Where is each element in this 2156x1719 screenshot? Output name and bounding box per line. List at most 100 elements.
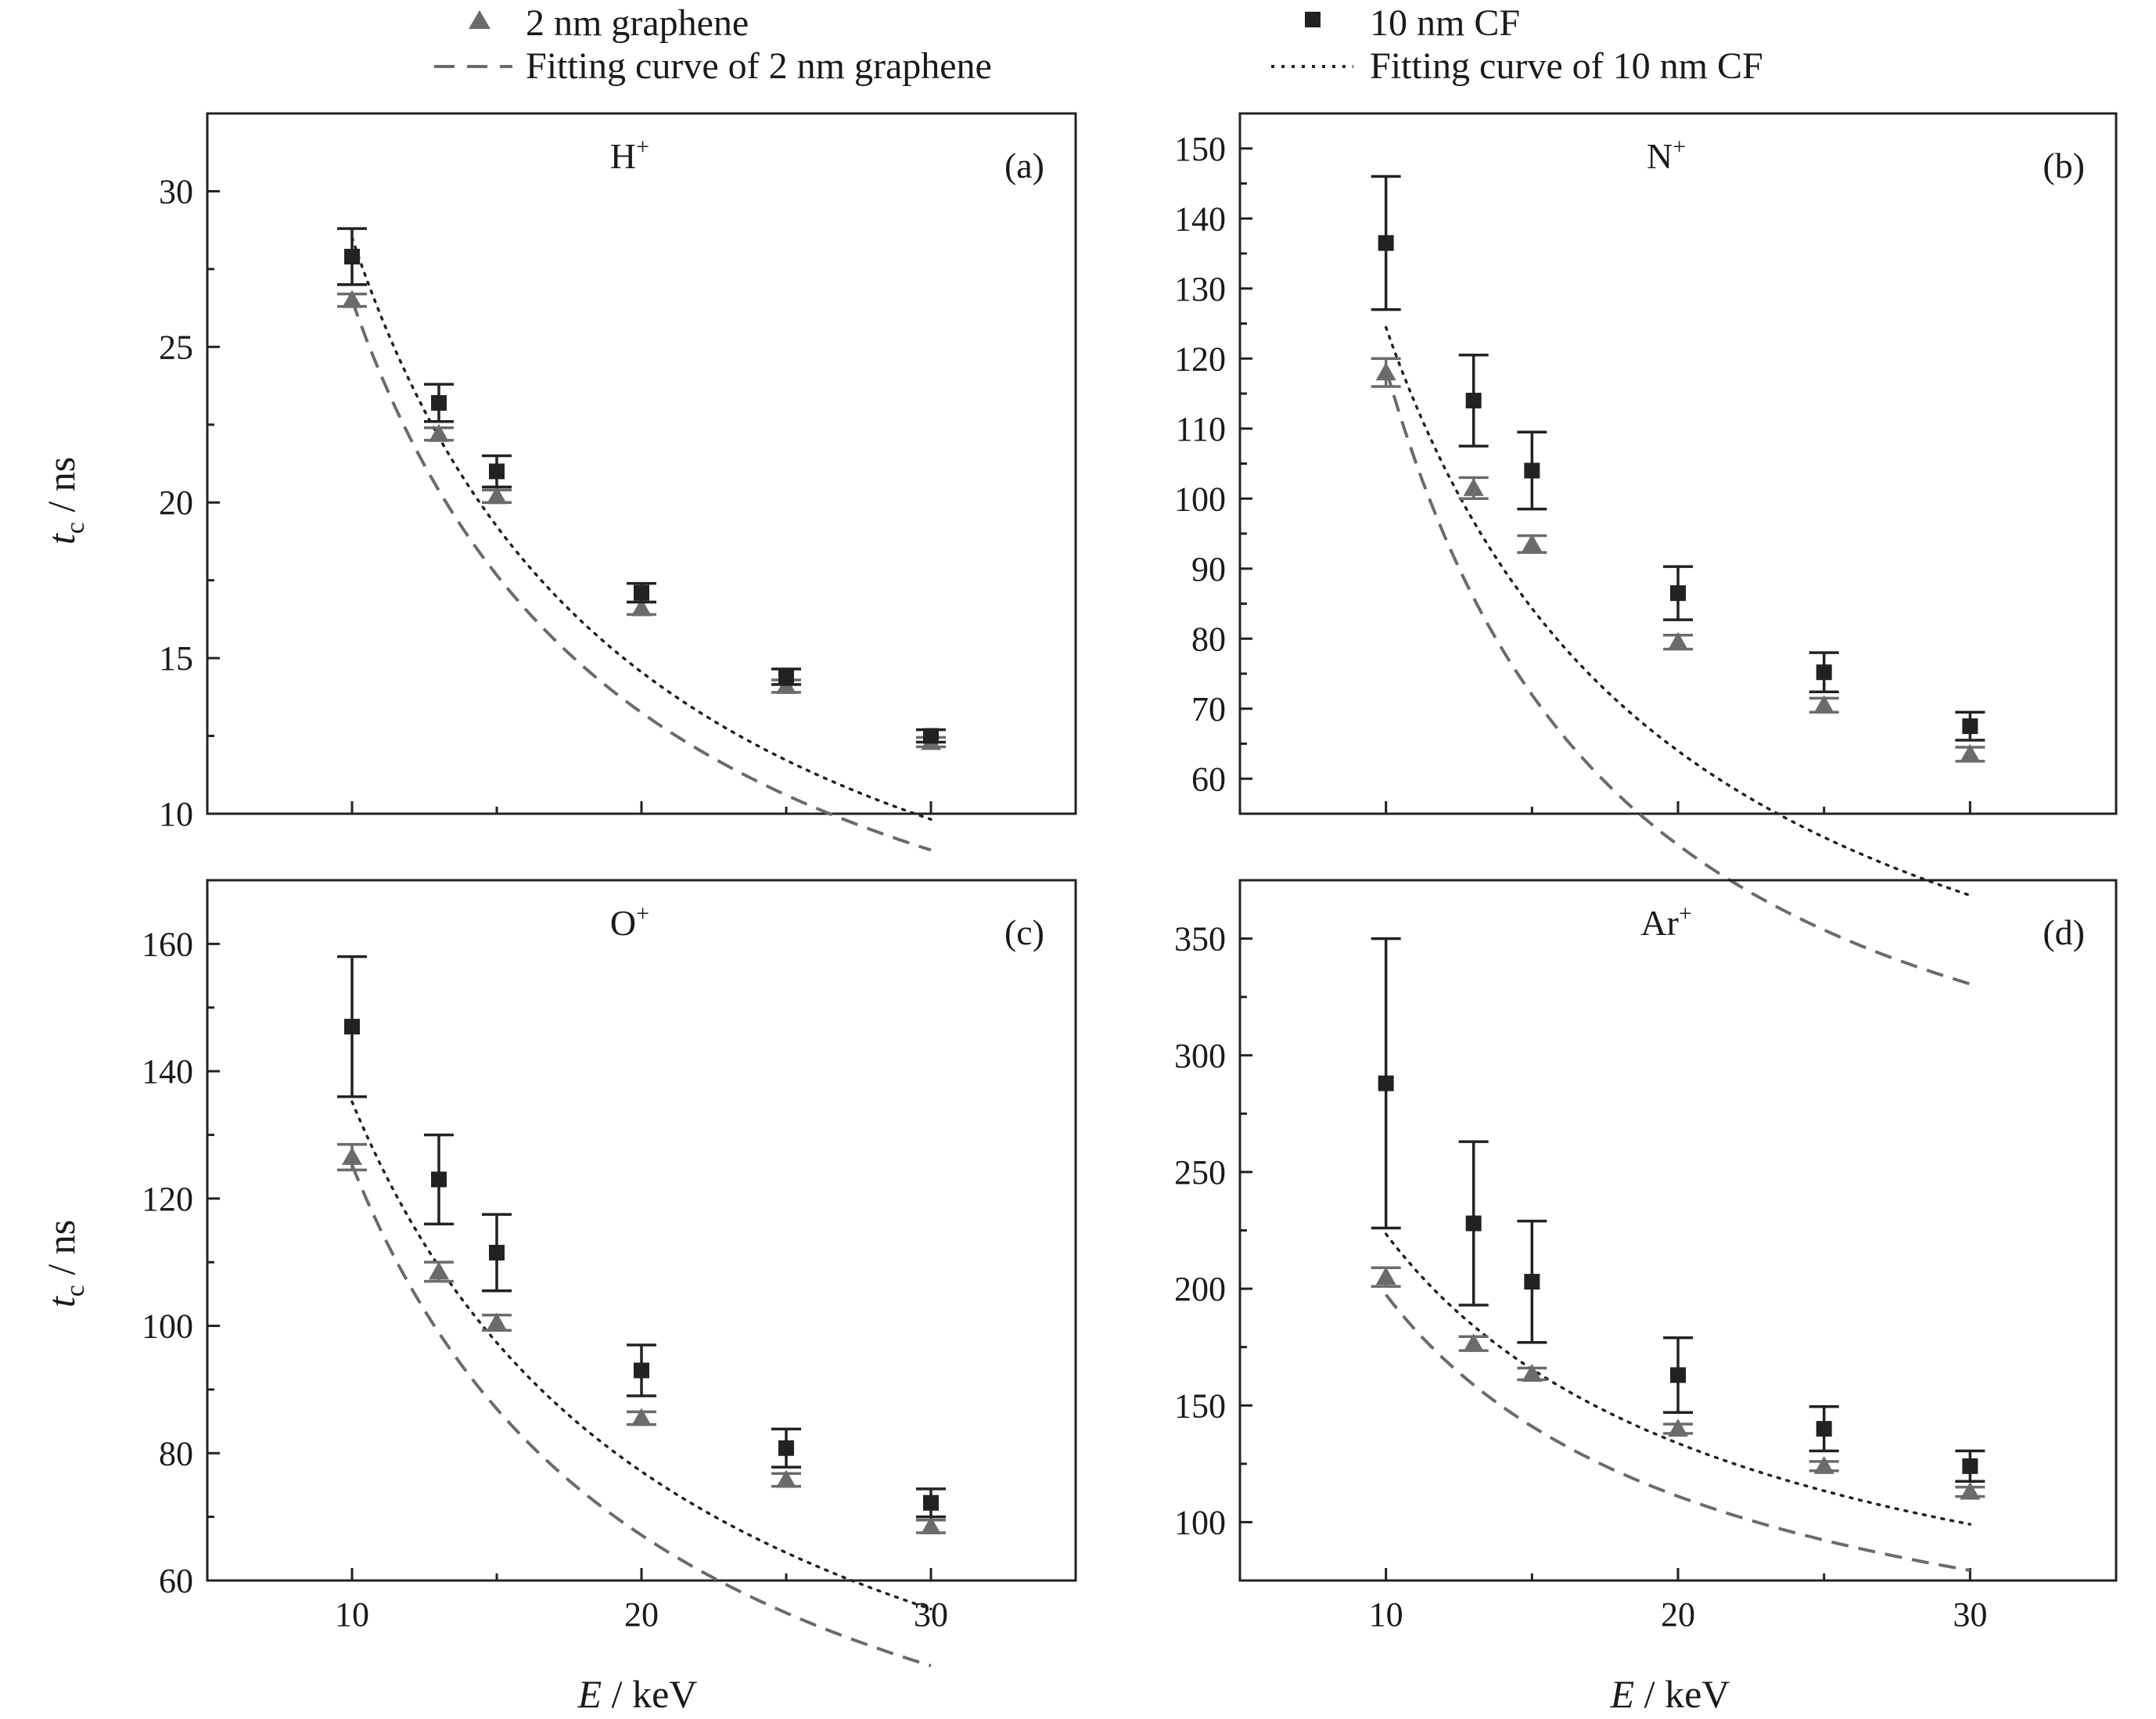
y-tick-label: 30 — [159, 172, 193, 210]
y-axis-title-bottom: tc / ns — [39, 1220, 90, 1307]
x-tick-label: 30 — [914, 1595, 948, 1634]
x-tick-label: 10 — [1369, 1595, 1403, 1634]
data-point-graphene — [1960, 743, 1981, 762]
data-point-graphene — [1813, 1455, 1834, 1474]
panel-letter: (d) — [2043, 912, 2085, 952]
data-point-cf — [923, 1494, 939, 1511]
data-point-graphene — [1668, 1419, 1688, 1437]
plot-frame — [206, 112, 1077, 815]
y-tick-label: 160 — [142, 925, 193, 963]
panel-letter: (b) — [2043, 146, 2085, 185]
legend-triangle-marker — [469, 10, 490, 29]
svg-text:tc / ns: tc / ns — [39, 457, 90, 545]
y-tick-label: 200 — [1174, 1270, 1226, 1308]
panel-title: O+ — [610, 901, 649, 943]
data-point-graphene — [776, 1469, 796, 1488]
y-tick-label: 60 — [159, 1562, 193, 1600]
data-point-cf — [1465, 392, 1482, 408]
data-point-graphene — [1668, 631, 1688, 650]
y-tick-label: 100 — [1174, 1503, 1226, 1541]
data-point-graphene — [342, 289, 362, 308]
data-point-cf — [431, 1171, 447, 1188]
y-tick-label: 250 — [1174, 1153, 1226, 1192]
panel-o: 60 80 100 120 140 160 10 20 30 O+ (c) — [142, 879, 1077, 1667]
data-point-cf — [1816, 664, 1832, 681]
y-tick-label: 80 — [159, 1434, 193, 1473]
y-tick-label: 120 — [1174, 340, 1226, 378]
data-point-graphene — [429, 1261, 449, 1280]
y-tick-label: 100 — [1174, 480, 1226, 518]
y-tick-label: 25 — [159, 328, 193, 366]
data-point-graphene — [1522, 534, 1543, 552]
data-point-graphene — [1960, 1481, 1981, 1500]
svg-text:tc / ns: tc / ns — [39, 1220, 90, 1307]
fit-curve-graphene — [350, 1164, 932, 1667]
data-point-cf — [344, 1019, 360, 1035]
panel-letter: (a) — [1004, 146, 1044, 185]
y-tick-label: 300 — [1174, 1037, 1226, 1075]
data-point-graphene — [631, 598, 652, 617]
y-tick-label: 150 — [1174, 130, 1226, 168]
y-axis-title-top: tc / ns — [39, 457, 90, 545]
panel-ar: 100 150 200 250 300 350 10 20 30 Ar+ (d) — [1174, 879, 2118, 1634]
y-tick-label: 20 — [159, 484, 193, 522]
fit-curve-cf — [350, 1100, 932, 1611]
data-point-graphene — [1375, 1267, 1396, 1286]
fit-curve-graphene — [350, 300, 932, 852]
data-point-cf — [344, 248, 360, 264]
data-point-cf — [1378, 1075, 1394, 1091]
y-tick-label: 15 — [159, 639, 193, 678]
panel-n: 60 70 80 90 100 110 120 130 140 150 N+ (b) — [1174, 112, 2118, 986]
y-tick-label: 110 — [1176, 410, 1226, 448]
y-tick-label: 10 — [159, 795, 193, 833]
x-tick-label: 20 — [624, 1595, 659, 1634]
y-tick-label: 140 — [142, 1052, 193, 1091]
data-point-cf — [778, 1440, 794, 1456]
data-point-cf — [489, 463, 505, 480]
data-point-graphene — [429, 423, 449, 442]
data-point-graphene — [1813, 695, 1834, 714]
x-axis-title-left: E / keV — [577, 1672, 698, 1716]
panel-title: N+ — [1647, 134, 1686, 176]
plot-frame — [1238, 879, 2118, 1582]
y-tick-label: 60 — [1191, 760, 1226, 798]
panel-letter: (c) — [1004, 912, 1044, 952]
y-tick-label: 150 — [1174, 1386, 1226, 1425]
x-tick-label: 10 — [335, 1595, 369, 1634]
data-point-cf — [778, 668, 794, 685]
data-point-cf — [1962, 1458, 1978, 1474]
data-point-cf — [489, 1244, 505, 1260]
data-point-cf — [1378, 235, 1394, 251]
data-point-graphene — [631, 1408, 652, 1426]
data-point-graphene — [921, 1516, 941, 1534]
data-point-cf — [634, 1362, 649, 1379]
data-point-graphene — [487, 1312, 507, 1331]
data-point-cf — [431, 394, 447, 411]
data-point-cf — [1670, 585, 1686, 602]
data-point-cf — [1524, 462, 1540, 479]
y-tick-label: 90 — [1191, 550, 1226, 588]
y-tick-label: 80 — [1191, 620, 1226, 658]
y-tick-label: 120 — [142, 1180, 193, 1218]
plot-frame — [206, 879, 1077, 1582]
fit-curve-cf — [350, 236, 932, 821]
legend-label-graphene-fit: Fitting curve of 2 nm graphene — [526, 45, 992, 87]
legend-label-cf: 10 nm CF — [1370, 2, 1520, 44]
fit-curve-graphene — [1385, 1293, 1971, 1573]
data-point-graphene — [487, 486, 507, 505]
data-point-graphene — [1463, 477, 1484, 496]
legend-label-cf-fit: Fitting curve of 10 nm CF — [1370, 45, 1763, 87]
y-tick-label: 130 — [1174, 270, 1226, 308]
data-point-cf — [1670, 1367, 1686, 1383]
data-point-graphene — [1375, 362, 1396, 381]
data-point-graphene — [1522, 1363, 1543, 1382]
fit-curve-graphene — [1384, 368, 1971, 986]
legend-label-graphene: 2 nm graphene — [526, 2, 749, 44]
panel-title: Ar+ — [1640, 901, 1691, 943]
data-point-graphene — [342, 1146, 362, 1165]
data-point-cf — [1816, 1421, 1832, 1437]
data-point-cf — [1465, 1215, 1482, 1232]
x-tick-label: 20 — [1661, 1595, 1695, 1634]
data-point-cf — [634, 584, 649, 601]
